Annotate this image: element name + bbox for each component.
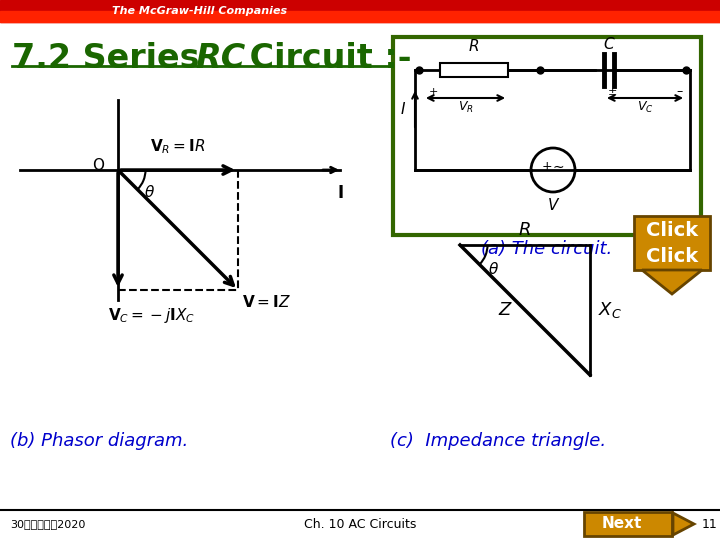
Bar <box>0 0 720 22</box>
Text: 11: 11 <box>702 517 718 530</box>
Text: +: + <box>429 87 438 97</box>
Text: Circuit :-: Circuit :- <box>238 42 412 75</box>
Polygon shape <box>673 513 694 535</box>
Text: $V_R$: $V_R$ <box>458 100 474 115</box>
Text: R: R <box>518 221 531 239</box>
FancyBboxPatch shape <box>634 216 710 270</box>
Text: RC: RC <box>195 42 246 75</box>
Text: $\mathbf{V} = \mathbf{I}Z$: $\mathbf{V} = \mathbf{I}Z$ <box>242 294 291 310</box>
Text: ±: ± <box>608 87 617 97</box>
Text: V: V <box>548 198 558 213</box>
Text: O: O <box>92 159 104 173</box>
Text: $\theta$: $\theta$ <box>145 184 156 200</box>
Text: 7.2 Series: 7.2 Series <box>12 42 211 75</box>
Bar <box>440 63 508 77</box>
Text: $\mathbf{V}_C = -j\mathbf{I}X_C$: $\mathbf{V}_C = -j\mathbf{I}X_C$ <box>108 306 195 325</box>
Text: I: I <box>400 102 405 117</box>
Text: R: R <box>469 39 480 54</box>
Text: Click: Click <box>646 220 698 240</box>
Bar <box>393 37 701 235</box>
Text: The McGraw-Hill Companies: The McGraw-Hill Companies <box>112 6 287 16</box>
Text: $X_C$: $X_C$ <box>598 300 622 320</box>
Text: $\mathbf{I}$: $\mathbf{I}$ <box>337 184 343 202</box>
Text: 30コココココ2020: 30コココココ2020 <box>10 519 86 529</box>
Text: –: – <box>676 85 683 98</box>
Text: (c)  Impedance triangle.: (c) Impedance triangle. <box>390 432 606 450</box>
Polygon shape <box>642 270 702 294</box>
Text: $V_C$: $V_C$ <box>636 100 653 115</box>
Text: $\theta$: $\theta$ <box>488 261 500 277</box>
Bar <box>0 11 720 22</box>
Text: +: + <box>541 160 552 173</box>
Text: C: C <box>603 37 614 52</box>
Text: Z: Z <box>499 301 511 319</box>
Text: Ch. 10 AC Circuits: Ch. 10 AC Circuits <box>304 517 416 530</box>
Text: Click: Click <box>646 246 698 266</box>
Text: $\mathbf{V}_R = \mathbf{I}R$: $\mathbf{V}_R = \mathbf{I}R$ <box>150 137 206 156</box>
Text: (b) Phasor diagram.: (b) Phasor diagram. <box>10 432 188 450</box>
Text: Next: Next <box>602 516 642 531</box>
Text: (a) The circuit.: (a) The circuit. <box>482 240 613 258</box>
Bar <box>584 512 672 536</box>
Text: ∼: ∼ <box>552 160 564 174</box>
